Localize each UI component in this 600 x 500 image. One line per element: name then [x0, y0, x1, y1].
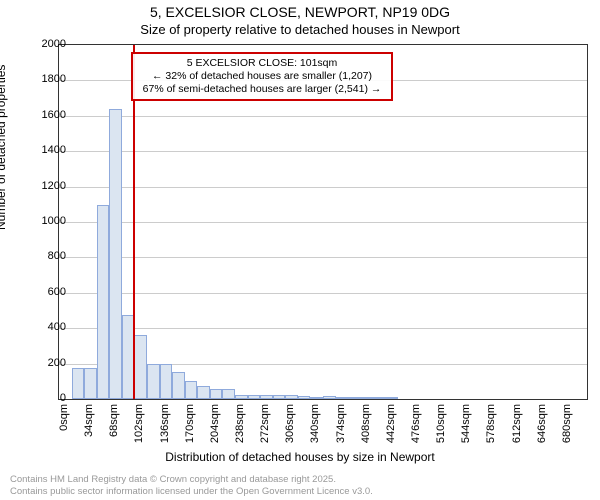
x-tick-label: 680sqm	[561, 404, 573, 454]
x-tick-label: 102sqm	[133, 404, 145, 454]
x-tick-label: 510sqm	[435, 404, 447, 454]
annotation-line2: ← 32% of detached houses are smaller (1,…	[139, 70, 385, 83]
gridline	[59, 222, 587, 223]
gridline	[59, 257, 587, 258]
y-tick-label: 1000	[26, 215, 66, 227]
y-tick-label: 1400	[26, 144, 66, 156]
gridline	[59, 328, 587, 329]
gridline	[59, 116, 587, 117]
histogram-bar	[373, 397, 386, 399]
x-tick-label: 646sqm	[536, 404, 548, 454]
histogram-bar	[197, 386, 210, 399]
x-tick-label: 544sqm	[460, 404, 472, 454]
histogram-bar	[172, 372, 185, 399]
histogram-bar	[248, 395, 261, 399]
gridline	[59, 293, 587, 294]
y-tick-label: 2000	[26, 38, 66, 50]
gridline	[59, 151, 587, 152]
footer-attribution: Contains HM Land Registry data © Crown c…	[10, 474, 373, 498]
histogram-bar	[323, 396, 336, 399]
histogram-bar	[298, 396, 311, 399]
histogram-bar	[285, 395, 298, 399]
y-tick-label: 1600	[26, 109, 66, 121]
histogram-bar	[185, 381, 198, 399]
chart-title-line1: 5, EXCELSIOR CLOSE, NEWPORT, NP19 0DG	[0, 4, 600, 20]
x-tick-label: 578sqm	[485, 404, 497, 454]
histogram-bar	[235, 395, 248, 399]
footer-line2: Contains public sector information licen…	[10, 486, 373, 498]
x-tick-label: 238sqm	[234, 404, 246, 454]
histogram-bar	[109, 109, 122, 399]
x-tick-label: 442sqm	[385, 404, 397, 454]
y-tick-label: 400	[26, 321, 66, 333]
histogram-bar	[210, 389, 223, 399]
histogram-bar	[134, 335, 147, 399]
y-tick-label: 800	[26, 250, 66, 262]
histogram-bar	[260, 395, 273, 399]
x-tick-label: 374sqm	[335, 404, 347, 454]
x-tick-label: 272sqm	[259, 404, 271, 454]
histogram-bar	[386, 397, 399, 399]
histogram-bar	[273, 395, 286, 399]
histogram-bar	[84, 368, 97, 399]
histogram-bar	[147, 364, 160, 399]
annotation-line1: 5 EXCELSIOR CLOSE: 101sqm	[139, 57, 385, 70]
chart-container: 5, EXCELSIOR CLOSE, NEWPORT, NP19 0DG Si…	[0, 0, 600, 500]
x-tick-label: 306sqm	[284, 404, 296, 454]
histogram-bar	[160, 364, 173, 399]
footer-line1: Contains HM Land Registry data © Crown c…	[10, 474, 373, 486]
y-tick-label: 1800	[26, 73, 66, 85]
y-tick-label: 0	[26, 392, 66, 404]
x-tick-label: 476sqm	[410, 404, 422, 454]
gridline	[59, 187, 587, 188]
annotation-line3: 67% of semi-detached houses are larger (…	[139, 83, 385, 96]
y-tick-label: 200	[26, 357, 66, 369]
histogram-bar	[348, 397, 361, 399]
histogram-bar	[310, 397, 323, 399]
histogram-bar	[222, 389, 235, 399]
plot-area: 5 EXCELSIOR CLOSE: 101sqm← 32% of detach…	[58, 44, 588, 400]
histogram-bar	[336, 397, 349, 399]
histogram-bar	[72, 368, 85, 399]
x-tick-label: 68sqm	[108, 404, 120, 454]
histogram-bar	[97, 205, 110, 399]
x-tick-label: 612sqm	[511, 404, 523, 454]
y-tick-label: 600	[26, 286, 66, 298]
x-tick-label: 136sqm	[159, 404, 171, 454]
annotation-box: 5 EXCELSIOR CLOSE: 101sqm← 32% of detach…	[131, 52, 393, 101]
y-axis-label: Number of detached properties	[0, 65, 8, 230]
chart-title-line2: Size of property relative to detached ho…	[0, 22, 600, 37]
x-tick-label: 34sqm	[83, 404, 95, 454]
histogram-bar	[361, 397, 374, 399]
x-tick-label: 408sqm	[360, 404, 372, 454]
y-tick-label: 1200	[26, 180, 66, 192]
x-tick-label: 340sqm	[309, 404, 321, 454]
x-tick-label: 204sqm	[209, 404, 221, 454]
x-tick-label: 0sqm	[58, 404, 70, 454]
x-tick-label: 170sqm	[184, 404, 196, 454]
